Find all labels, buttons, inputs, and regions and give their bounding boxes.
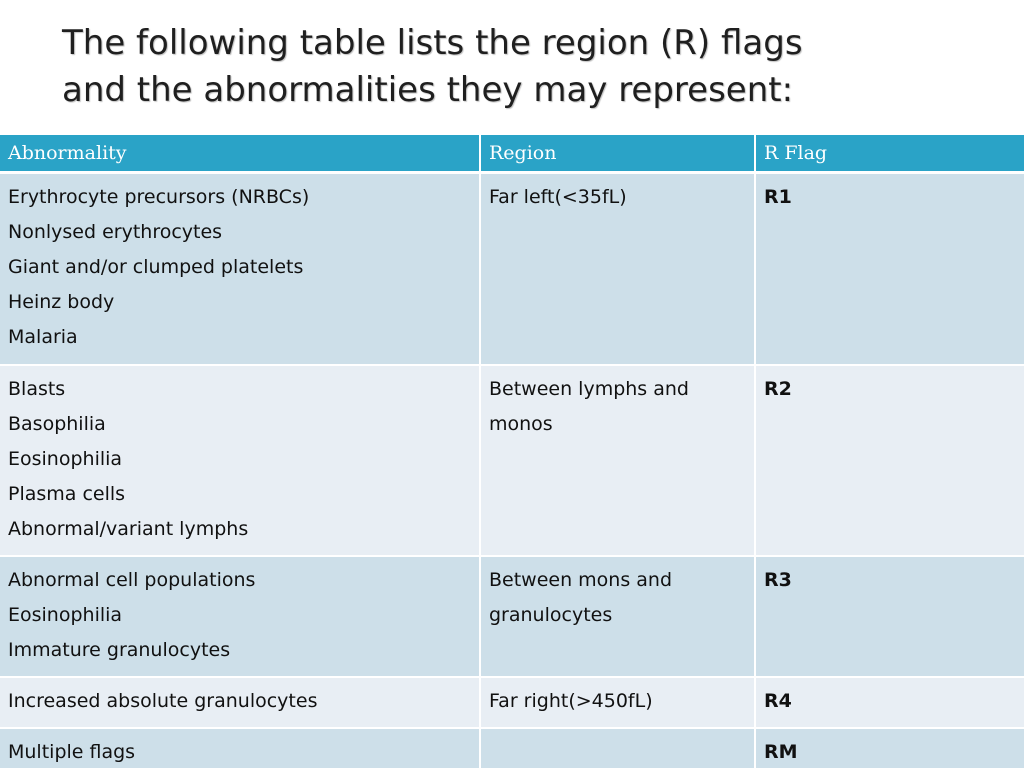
table-header-row: Abnormality Region R Flag — [0, 135, 1024, 174]
region-text: Between mons and granulocytes — [489, 568, 673, 626]
table-row: Blasts Basophilia Eosinophilia Plasma ce… — [0, 364, 1024, 557]
slide-title: The following table lists the region (R)… — [62, 20, 1012, 114]
abnormality-cell: Multiple flags — [0, 727, 481, 768]
abnormality-item: Eosinophilia — [8, 603, 123, 626]
region-cell — [480, 727, 756, 768]
region-cell: Between mons and granulocytes — [480, 555, 756, 678]
region-text: Far right(>450fL) — [489, 689, 653, 712]
abnormality-cell: Abnormal cell populations Eosinophilia I… — [0, 555, 481, 678]
slide-title-line-1: The following table lists the region (R)… — [62, 23, 803, 63]
abnormality-item: Abnormal cell populations — [8, 568, 256, 591]
header-abnormality: Abnormality — [0, 135, 481, 174]
table-row: Increased absolute granulocytes Far righ… — [0, 676, 1024, 729]
flag-cell: R4 — [755, 676, 1024, 729]
abnormality-item: Nonlysed erythrocytes — [8, 221, 223, 243]
flag-cell: R2 — [755, 364, 1024, 557]
abnormality-item: Erythrocyte precursors (NRBCs) — [8, 186, 310, 208]
abnormality-item: Malaria — [8, 326, 78, 348]
header-r-flag: R Flag — [755, 135, 1024, 174]
abnormality-item: Basophilia — [8, 412, 106, 435]
abnormality-item: Eosinophilia — [8, 447, 123, 470]
flag-text: R4 — [764, 689, 792, 712]
abnormality-item: Multiple flags — [8, 740, 136, 763]
region-flag-table: Abnormality Region R Flag Erythrocyte pr… — [0, 135, 1024, 768]
abnormality-item: Increased absolute granulocytes — [8, 689, 318, 712]
slide-title-line-2: and the abnormalities they may represent… — [62, 70, 794, 110]
abnormality-item: Blasts — [8, 377, 66, 400]
flag-text: R2 — [764, 377, 792, 400]
table-row: Erythrocyte precursors (NRBCs) Nonlysed … — [0, 172, 1024, 366]
header-region: Region — [480, 135, 756, 174]
flag-cell: RM — [755, 727, 1024, 768]
region-text: Far left(<35fL) — [489, 186, 627, 208]
flag-text: R3 — [764, 568, 792, 591]
flag-cell: R3 — [755, 555, 1024, 678]
abnormality-item: Immature granulocytes — [8, 638, 231, 661]
abnormality-cell: Erythrocyte precursors (NRBCs) Nonlysed … — [0, 172, 481, 366]
abnormality-item: Heinz body — [8, 291, 115, 313]
flag-text: R1 — [764, 186, 792, 208]
region-cell: Far right(>450fL) — [480, 676, 756, 729]
region-cell: Between lymphs and monos — [480, 364, 756, 557]
abnormality-cell: Blasts Basophilia Eosinophilia Plasma ce… — [0, 364, 481, 557]
abnormality-item: Abnormal/variant lymphs — [8, 517, 249, 540]
table-row: Multiple flags RM — [0, 727, 1024, 768]
table-row: Abnormal cell populations Eosinophilia I… — [0, 555, 1024, 678]
abnormality-cell: Increased absolute granulocytes — [0, 676, 481, 729]
region-text: Between lymphs and monos — [489, 377, 689, 435]
flag-cell: R1 — [755, 172, 1024, 366]
flag-text: RM — [764, 740, 798, 763]
region-cell: Far left(<35fL) — [480, 172, 756, 366]
abnormality-item: Giant and/or clumped platelets — [8, 256, 304, 278]
abnormality-item: Plasma cells — [8, 482, 126, 505]
